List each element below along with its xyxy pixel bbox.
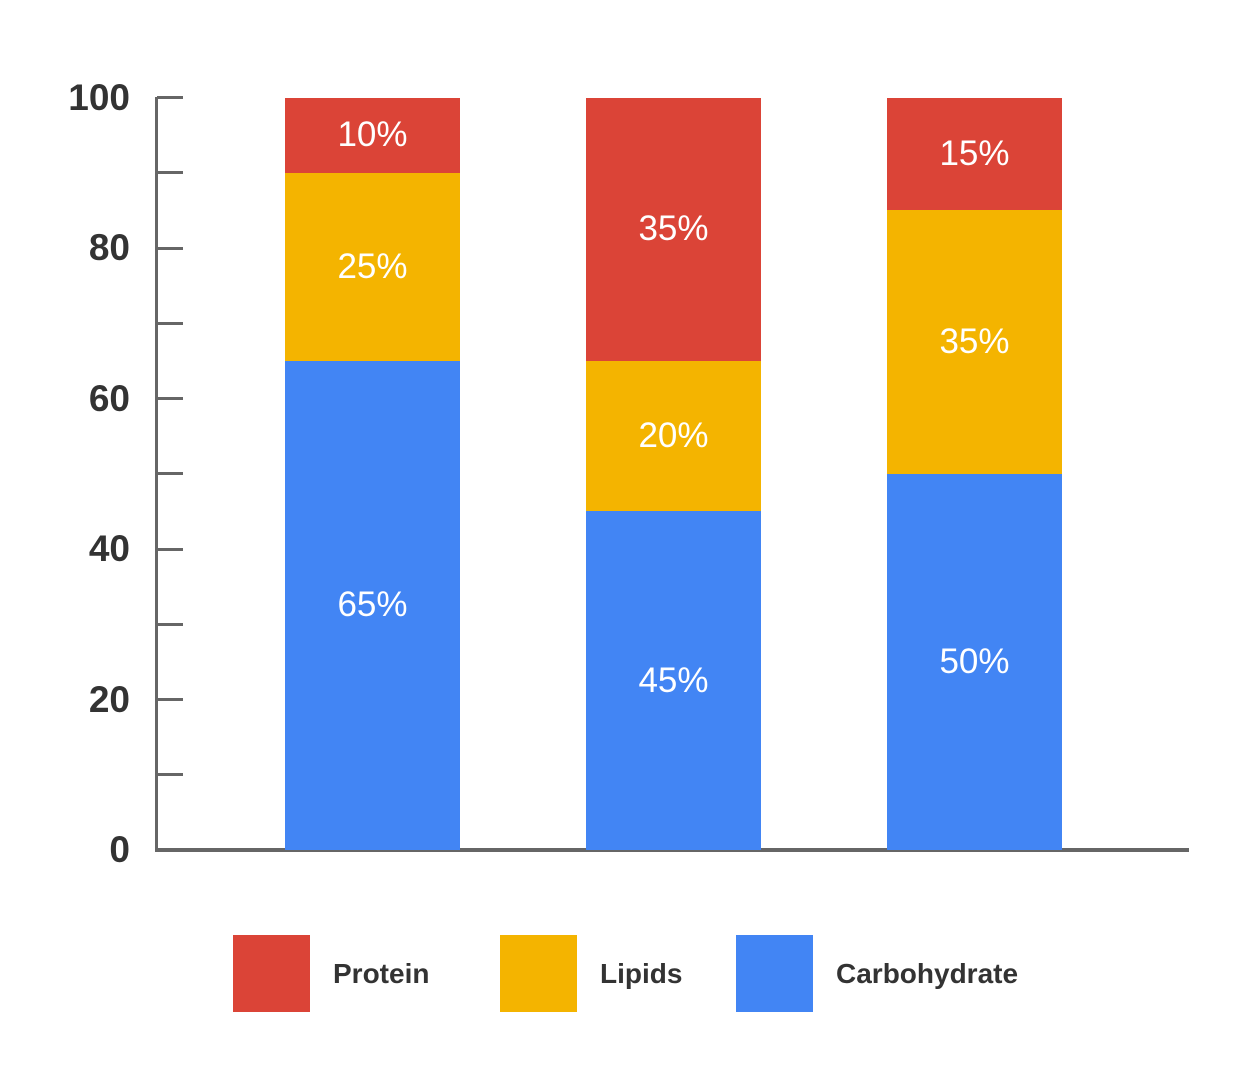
legend: Protein Lipids Carbohydrate [0, 935, 1251, 1012]
y-tick-label: 100 [68, 76, 130, 118]
legend-item-lipids: Lipids [500, 935, 682, 1012]
minor-tick [157, 622, 183, 626]
minor-tick [157, 171, 183, 175]
bar-segment-protein: 15% [887, 97, 1062, 211]
segment-value-label: 45% [638, 660, 709, 700]
segment-value-label: 20% [638, 416, 709, 456]
y-tick-label: 60 [88, 377, 130, 419]
stacked-bar-1: 65% 25% 10% [285, 97, 460, 850]
bar-segment-carbohydrate: 45% [586, 511, 761, 850]
segment-value-label: 10% [337, 115, 408, 155]
major-tick [157, 698, 183, 701]
stacked-bar-3: 50% 35% 15% [887, 97, 1062, 850]
y-tick-label: 80 [88, 227, 130, 268]
bar-segment-protein: 10% [285, 97, 460, 173]
stacked-bar-2: 45% 20% 35% [586, 97, 761, 850]
y-tick-label: 0 [109, 829, 130, 870]
bar-segment-lipids: 35% [887, 210, 1062, 474]
y-tick-label: 40 [88, 528, 130, 569]
major-tick [157, 96, 183, 99]
segment-value-label: 35% [939, 322, 1010, 362]
bar-segment-lipids: 25% [285, 172, 460, 361]
protein-swatch [233, 935, 310, 1012]
minor-tick [157, 472, 183, 476]
bar-segment-carbohydrate: 65% [285, 360, 460, 850]
x-axis [155, 848, 1189, 852]
segment-value-label: 65% [337, 585, 408, 625]
major-tick [157, 397, 183, 400]
minor-tick [157, 321, 183, 325]
legend-label: Protein [333, 957, 430, 989]
y-axis [155, 97, 158, 852]
segment-value-label: 35% [638, 209, 709, 249]
y-tick-label: 20 [88, 678, 130, 720]
bar-segment-lipids: 20% [586, 360, 761, 512]
bar-segment-carbohydrate: 50% [887, 473, 1062, 850]
segment-value-label: 25% [337, 246, 408, 286]
legend-item-protein: Protein [233, 935, 429, 1012]
lipids-swatch [500, 935, 577, 1012]
carbohydrate-swatch [736, 935, 813, 1012]
segment-value-label: 15% [939, 133, 1010, 173]
bar-segment-protein: 35% [586, 97, 761, 361]
major-tick [157, 246, 183, 250]
minor-tick [157, 773, 183, 777]
segment-value-label: 50% [939, 641, 1010, 681]
major-tick [157, 547, 183, 551]
legend-item-carbohydrate: Carbohydrate [736, 935, 1018, 1012]
legend-label: Carbohydrate [836, 957, 1019, 989]
legend-label: Lipids [600, 957, 683, 989]
